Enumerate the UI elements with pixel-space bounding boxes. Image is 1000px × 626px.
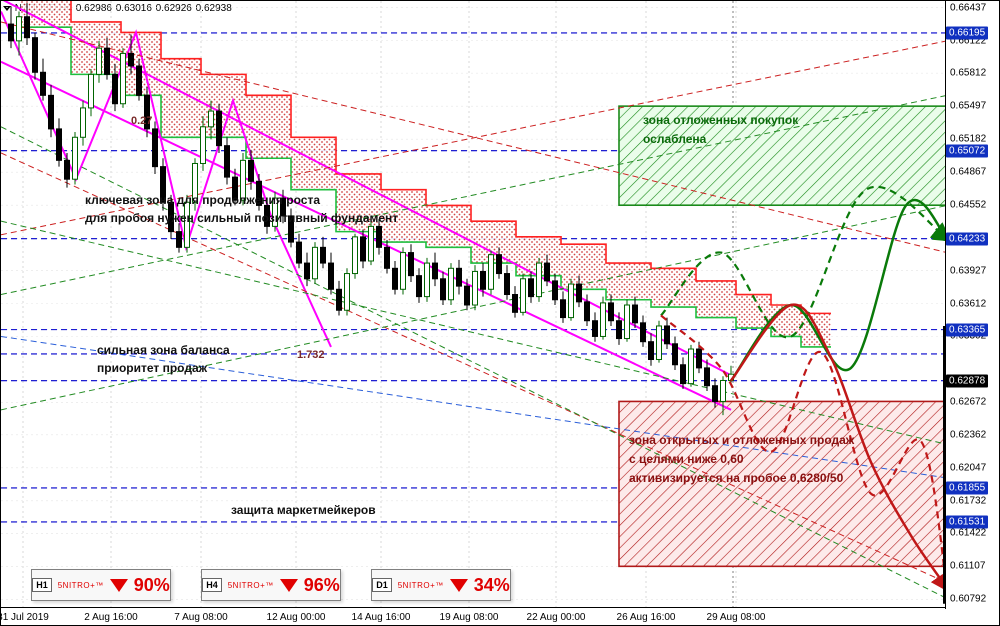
green-zone-l1: зона отложенных покупок — [643, 111, 798, 130]
indicator-panel-d1: D1 5NITRO+™ 34% — [371, 569, 511, 601]
fib-label-027: 0.27 — [131, 113, 152, 130]
x-tick: 31 Jul 2019 — [0, 612, 49, 623]
y-axis: 0.664370.661950.661220.658120.654970.651… — [945, 1, 999, 609]
red-zone-label: зона открытых и отложенных продаж с целя… — [629, 431, 854, 489]
indicator-tf: H1 — [32, 578, 52, 592]
y-price-tag: 0.65072 — [946, 144, 988, 157]
y-price-tag: 0.63365 — [946, 323, 988, 336]
y-tick: 0.63927 — [950, 265, 986, 276]
indicator-tf: H4 — [202, 578, 222, 592]
indicator-brand: 5NITRO+™ — [228, 581, 274, 590]
indicator-pct: 90% — [134, 575, 170, 596]
x-tick: 26 Aug 16:00 — [617, 612, 676, 623]
annotation-keyzone: ключевая зона для продолжения роста для … — [85, 191, 398, 227]
y-tick: 0.62047 — [950, 462, 986, 473]
red-zone-l1: зона открытых и отложенных продаж — [629, 431, 854, 450]
indicator-panel-h4: H4 5NITRO+™ 96% — [201, 569, 341, 601]
down-arrow-icon — [280, 579, 298, 592]
annotation-mm-text: защита маркетмейкеров — [231, 501, 376, 519]
y-tick: 0.65812 — [950, 68, 986, 79]
red-zone-l3: активизируется на пробое 0,6280/50 — [629, 469, 854, 488]
chart-root: NZDUSD,H4 0.62986 0.63016 0.62926 0.6293… — [0, 0, 1000, 626]
x-tick: 2 Aug 16:00 — [84, 612, 137, 623]
x-tick: 29 Aug 08:00 — [707, 612, 766, 623]
annotation-keyzone-l1: ключевая зона для продолжения роста — [85, 191, 398, 209]
indicator-tf: D1 — [372, 578, 392, 592]
annotation-mm: защита маркетмейкеров — [231, 501, 376, 519]
y-tick: 0.62672 — [950, 397, 986, 408]
x-tick: 14 Aug 16:00 — [352, 612, 411, 623]
y-tick: 0.63612 — [950, 298, 986, 309]
x-tick: 19 Aug 08:00 — [440, 612, 499, 623]
indicator-pct: 34% — [474, 575, 510, 596]
y-price-tag: 0.66195 — [946, 26, 988, 39]
y-tick: 0.64867 — [950, 167, 986, 178]
y-tick: 0.61107 — [950, 561, 985, 572]
y-tick: 0.66437 — [950, 2, 986, 13]
y-tick: 0.65182 — [950, 134, 986, 145]
y-tick: 0.61732 — [950, 495, 986, 506]
fib-label-1732: 1.732 — [297, 347, 325, 364]
down-arrow-icon — [450, 579, 468, 592]
down-arrow-icon — [110, 579, 128, 592]
plot-area[interactable]: ключевая зона для продолжения роста для … — [1, 1, 945, 607]
y-price-tag: 0.61855 — [946, 481, 988, 494]
annotation-balance: сильная зона баланса приоритет продаж — [97, 341, 230, 377]
x-tick: 22 Aug 00:00 — [527, 612, 586, 623]
indicator-brand: 5NITRO+™ — [398, 581, 444, 590]
indicator-brand: 5NITRO+™ — [58, 581, 104, 590]
annotation-balance-l1: сильная зона баланса — [97, 341, 230, 359]
y-price-tag: 0.62878 — [946, 374, 988, 387]
y-price-tag: 0.64233 — [946, 232, 988, 245]
indicator-panel-h1: H1 5NITRO+™ 90% — [31, 569, 171, 601]
y-tick: 0.60792 — [950, 594, 986, 605]
annotation-balance-l2: приоритет продаж — [97, 359, 230, 377]
y-tick: 0.62362 — [950, 429, 986, 440]
green-zone-l2: ослаблена — [643, 130, 798, 149]
plot-svg — [1, 1, 945, 607]
indicator-pct: 96% — [304, 575, 340, 596]
y-price-tag: 0.61531 — [946, 515, 988, 528]
y-tick: 0.65497 — [950, 101, 986, 112]
annotation-keyzone-l2: для пробоя нужен сильный позитивный фунд… — [85, 209, 398, 227]
x-tick: 7 Aug 08:00 — [174, 612, 227, 623]
y-tick: 0.61422 — [950, 528, 986, 539]
red-zone-l2: с целями ниже 0,60 — [629, 450, 854, 469]
y-tick: 0.64552 — [950, 200, 986, 211]
x-axis: 31 Jul 2019 2 Aug 16:00 7 Aug 08:00 12 Aug … — [1, 607, 945, 625]
green-zone-label: зона отложенных покупок ослаблена — [643, 111, 798, 149]
x-tick: 12 Aug 00:00 — [267, 612, 326, 623]
